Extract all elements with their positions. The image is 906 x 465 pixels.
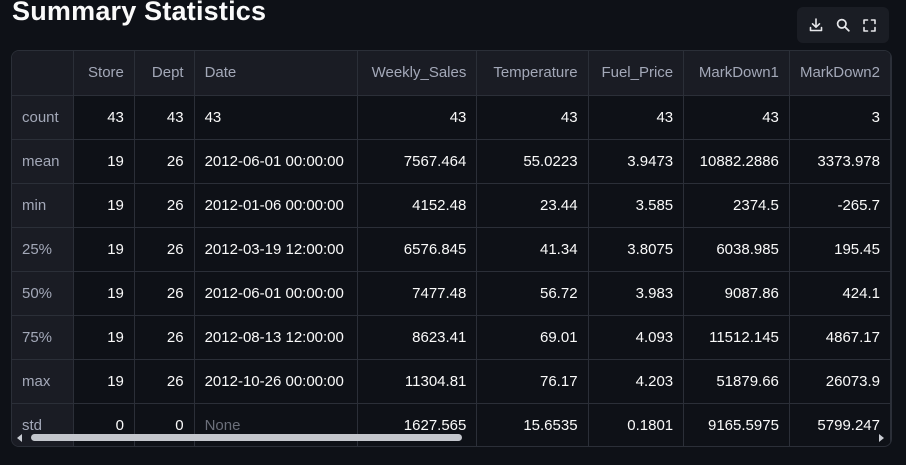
table-cell[interactable]: 195.45 (789, 227, 891, 272)
column-header-weekly-sales[interactable]: Weekly_Sales (357, 51, 478, 96)
index-header (12, 51, 74, 96)
table-cell[interactable]: 15.6535 (476, 403, 589, 446)
table-cell[interactable]: 19 (73, 315, 135, 360)
table-cell[interactable]: 9087.86 (683, 271, 790, 316)
table-cell[interactable]: 4152.48 (357, 183, 478, 228)
table-cell[interactable]: 6038.985 (683, 227, 790, 272)
table-cell[interactable]: 55.0223 (476, 139, 589, 184)
table-cell[interactable]: 2374.5 (683, 183, 790, 228)
table-cell[interactable]: 51879.66 (683, 359, 790, 404)
table-cell[interactable]: 19 (73, 359, 135, 404)
table-cell[interactable]: 424.1 (789, 271, 891, 316)
table-cell[interactable]: -265.7 (789, 183, 891, 228)
column-header-store[interactable]: Store (73, 51, 135, 96)
table-cell[interactable]: 43 (194, 95, 359, 140)
row-label: 25% (12, 227, 74, 272)
scroll-right-arrow-icon[interactable] (879, 434, 884, 442)
table-cell[interactable]: 3.585 (588, 183, 685, 228)
fullscreen-icon (863, 18, 876, 32)
table-cell[interactable]: 56.72 (476, 271, 589, 316)
table-cell[interactable]: 19 (73, 271, 135, 316)
row-label: 75% (12, 315, 74, 360)
table-cell[interactable]: 4867.17 (789, 315, 891, 360)
table-cell[interactable]: 3.8075 (588, 227, 685, 272)
scrollbar-thumb[interactable] (31, 434, 462, 441)
column-header-dept[interactable]: Dept (134, 51, 195, 96)
header-row: Store Dept Date Weekly_Sales Temperature… (12, 51, 891, 96)
table-row: 50% 19 26 2012-06-01 00:00:00 7477.48 56… (12, 271, 891, 316)
table-cell[interactable]: 2012-01-06 00:00:00 (194, 183, 359, 228)
column-header-markdown1[interactable]: MarkDown1 (683, 51, 790, 96)
table-cell[interactable]: 19 (73, 139, 135, 184)
table-cell[interactable]: 76.17 (476, 359, 589, 404)
table-cell[interactable]: 43 (73, 95, 135, 140)
table-cell[interactable]: 23.44 (476, 183, 589, 228)
table-cell[interactable]: 11304.81 (357, 359, 478, 404)
table-cell[interactable]: 43 (134, 95, 195, 140)
table-cell[interactable]: 5799.247 (789, 403, 891, 446)
table-cell[interactable]: 19 (73, 227, 135, 272)
table-cell[interactable]: 26 (134, 227, 195, 272)
table-cell[interactable]: 4.093 (588, 315, 685, 360)
table-toolbar (797, 7, 889, 43)
table-cell[interactable]: 43 (683, 95, 790, 140)
table-cell[interactable]: 8623.41 (357, 315, 478, 360)
table-row: 75% 19 26 2012-08-13 12:00:00 8623.41 69… (12, 315, 891, 360)
table-row: mean 19 26 2012-06-01 00:00:00 7567.464 … (12, 139, 891, 184)
table-cell[interactable]: 6576.845 (357, 227, 478, 272)
search-button[interactable] (832, 14, 854, 36)
table-cell[interactable]: 2012-06-01 00:00:00 (194, 271, 359, 316)
table-cell[interactable]: 11512.145 (683, 315, 790, 360)
table-cell[interactable]: 3 (789, 95, 891, 140)
table-cell[interactable]: 26 (134, 183, 195, 228)
table-cell[interactable]: 43 (357, 95, 478, 140)
table-cell[interactable]: 2012-08-13 12:00:00 (194, 315, 359, 360)
row-label: 50% (12, 271, 74, 316)
download-icon (810, 18, 823, 32)
table-cell[interactable]: 26 (134, 315, 195, 360)
table-cell[interactable]: 41.34 (476, 227, 589, 272)
table-cell[interactable]: 2012-06-01 00:00:00 (194, 139, 359, 184)
column-header-markdown2[interactable]: MarkDown2 (789, 51, 891, 96)
horizontal-scrollbar[interactable] (11, 432, 890, 444)
download-button[interactable] (805, 14, 827, 36)
page-title: Summary Statistics (12, 0, 267, 26)
table-cell[interactable]: 0.1801 (588, 403, 685, 446)
row-label: min (12, 183, 74, 228)
table-cell[interactable]: 9165.5975 (683, 403, 790, 446)
table-cell[interactable]: 26 (134, 271, 195, 316)
table-cell[interactable]: 3.9473 (588, 139, 685, 184)
table-cell[interactable]: 26 (134, 359, 195, 404)
fullscreen-button[interactable] (859, 14, 881, 36)
table-cell[interactable]: 43 (476, 95, 589, 140)
table-cell[interactable]: 2012-10-26 00:00:00 (194, 359, 359, 404)
table-cell[interactable]: 3373.978 (789, 139, 891, 184)
table-row: min 19 26 2012-01-06 00:00:00 4152.48 23… (12, 183, 891, 228)
table-cell[interactable]: 7567.464 (357, 139, 478, 184)
row-label: max (12, 359, 74, 404)
row-label: count (12, 95, 74, 140)
table-row: max 19 26 2012-10-26 00:00:00 11304.81 7… (12, 359, 891, 404)
scroll-left-arrow-icon[interactable] (17, 434, 22, 442)
table-cell[interactable]: 10882.2886 (683, 139, 790, 184)
table-cell[interactable]: 26 (134, 139, 195, 184)
summary-statistics-table[interactable]: Store Dept Date Weekly_Sales Temperature… (11, 50, 892, 447)
table-row: count 43 43 43 43 43 43 43 3 (12, 95, 891, 140)
table-cell[interactable]: 19 (73, 183, 135, 228)
table-cell[interactable]: 69.01 (476, 315, 589, 360)
table-row: 25% 19 26 2012-03-19 12:00:00 6576.845 4… (12, 227, 891, 272)
column-header-fuel-price[interactable]: Fuel_Price (588, 51, 685, 96)
column-header-temperature[interactable]: Temperature (476, 51, 589, 96)
column-header-date[interactable]: Date (194, 51, 359, 96)
table-cell[interactable]: 2012-03-19 12:00:00 (194, 227, 359, 272)
table-cell[interactable]: 43 (588, 95, 685, 140)
table-cell[interactable]: 4.203 (588, 359, 685, 404)
table-cell[interactable]: 26073.9 (789, 359, 891, 404)
search-icon (836, 18, 850, 32)
table-cell[interactable]: 7477.48 (357, 271, 478, 316)
row-label: mean (12, 139, 74, 184)
table-cell[interactable]: 3.983 (588, 271, 685, 316)
